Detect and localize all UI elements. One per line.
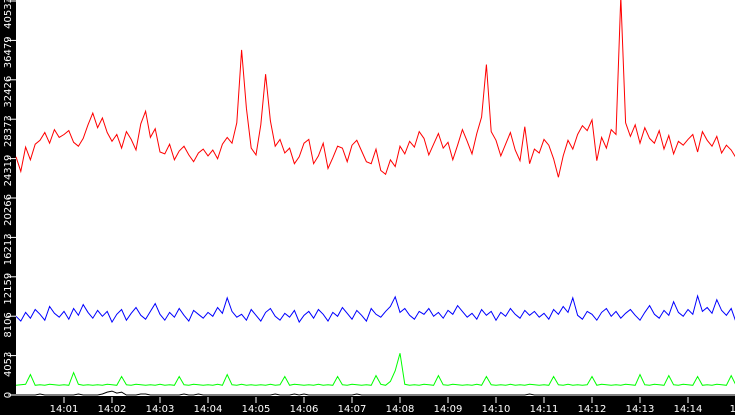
- series-line-1: [15, 294, 735, 324]
- y-tick-label: 40533: [3, 0, 14, 29]
- series-line-3: [16, 390, 735, 396]
- y-axis: 0 4053 8106 12159 16213 20266 24319 28373 32426 3…: [3, 0, 16, 398]
- x-tick-label: 14:10: [482, 404, 511, 415]
- y-tick-label: 12159: [3, 273, 14, 305]
- series-layer: [15, 0, 735, 396]
- x-tick-label: 14:13: [626, 404, 655, 415]
- series-line-2: [15, 353, 735, 386]
- x-tick-label: 14:02: [98, 404, 127, 415]
- x-tick-label: 14:09: [434, 404, 463, 415]
- x-tick-label: 14:05: [242, 404, 271, 415]
- y-tick-label: 16213: [3, 233, 14, 265]
- x-tick-label: 14:03: [146, 404, 175, 415]
- x-tick-label: 14: [730, 404, 735, 415]
- y-tick-label: 32426: [3, 76, 14, 108]
- series-line-0: [15, 0, 735, 178]
- x-tick-label: 14:07: [338, 404, 367, 415]
- x-tick-label: 14:06: [290, 404, 319, 415]
- plot-area: [16, 0, 735, 397]
- x-tick-label: 14:08: [386, 404, 415, 415]
- x-tick-label: 14:12: [578, 404, 607, 415]
- y-tick-label: 36479: [3, 36, 14, 68]
- y-tick-label: 24319: [3, 155, 14, 187]
- y-tick-label: 0: [3, 392, 14, 398]
- x-tick-label: 14:14: [674, 404, 703, 415]
- y-tick-label: 28373: [3, 115, 14, 147]
- x-tick-label: 14:11: [530, 404, 559, 415]
- x-tick-label: 14:04: [194, 404, 223, 415]
- x-axis: 14:01 14:02 14:03 14:04 14:05 14:06 14:07 14:08…: [50, 397, 735, 415]
- y-tick-label: 8106: [3, 312, 14, 337]
- y-tick-label: 20266: [3, 194, 14, 226]
- y-tick-label: 4053: [3, 352, 14, 377]
- x-tick-label: 14:01: [50, 404, 79, 415]
